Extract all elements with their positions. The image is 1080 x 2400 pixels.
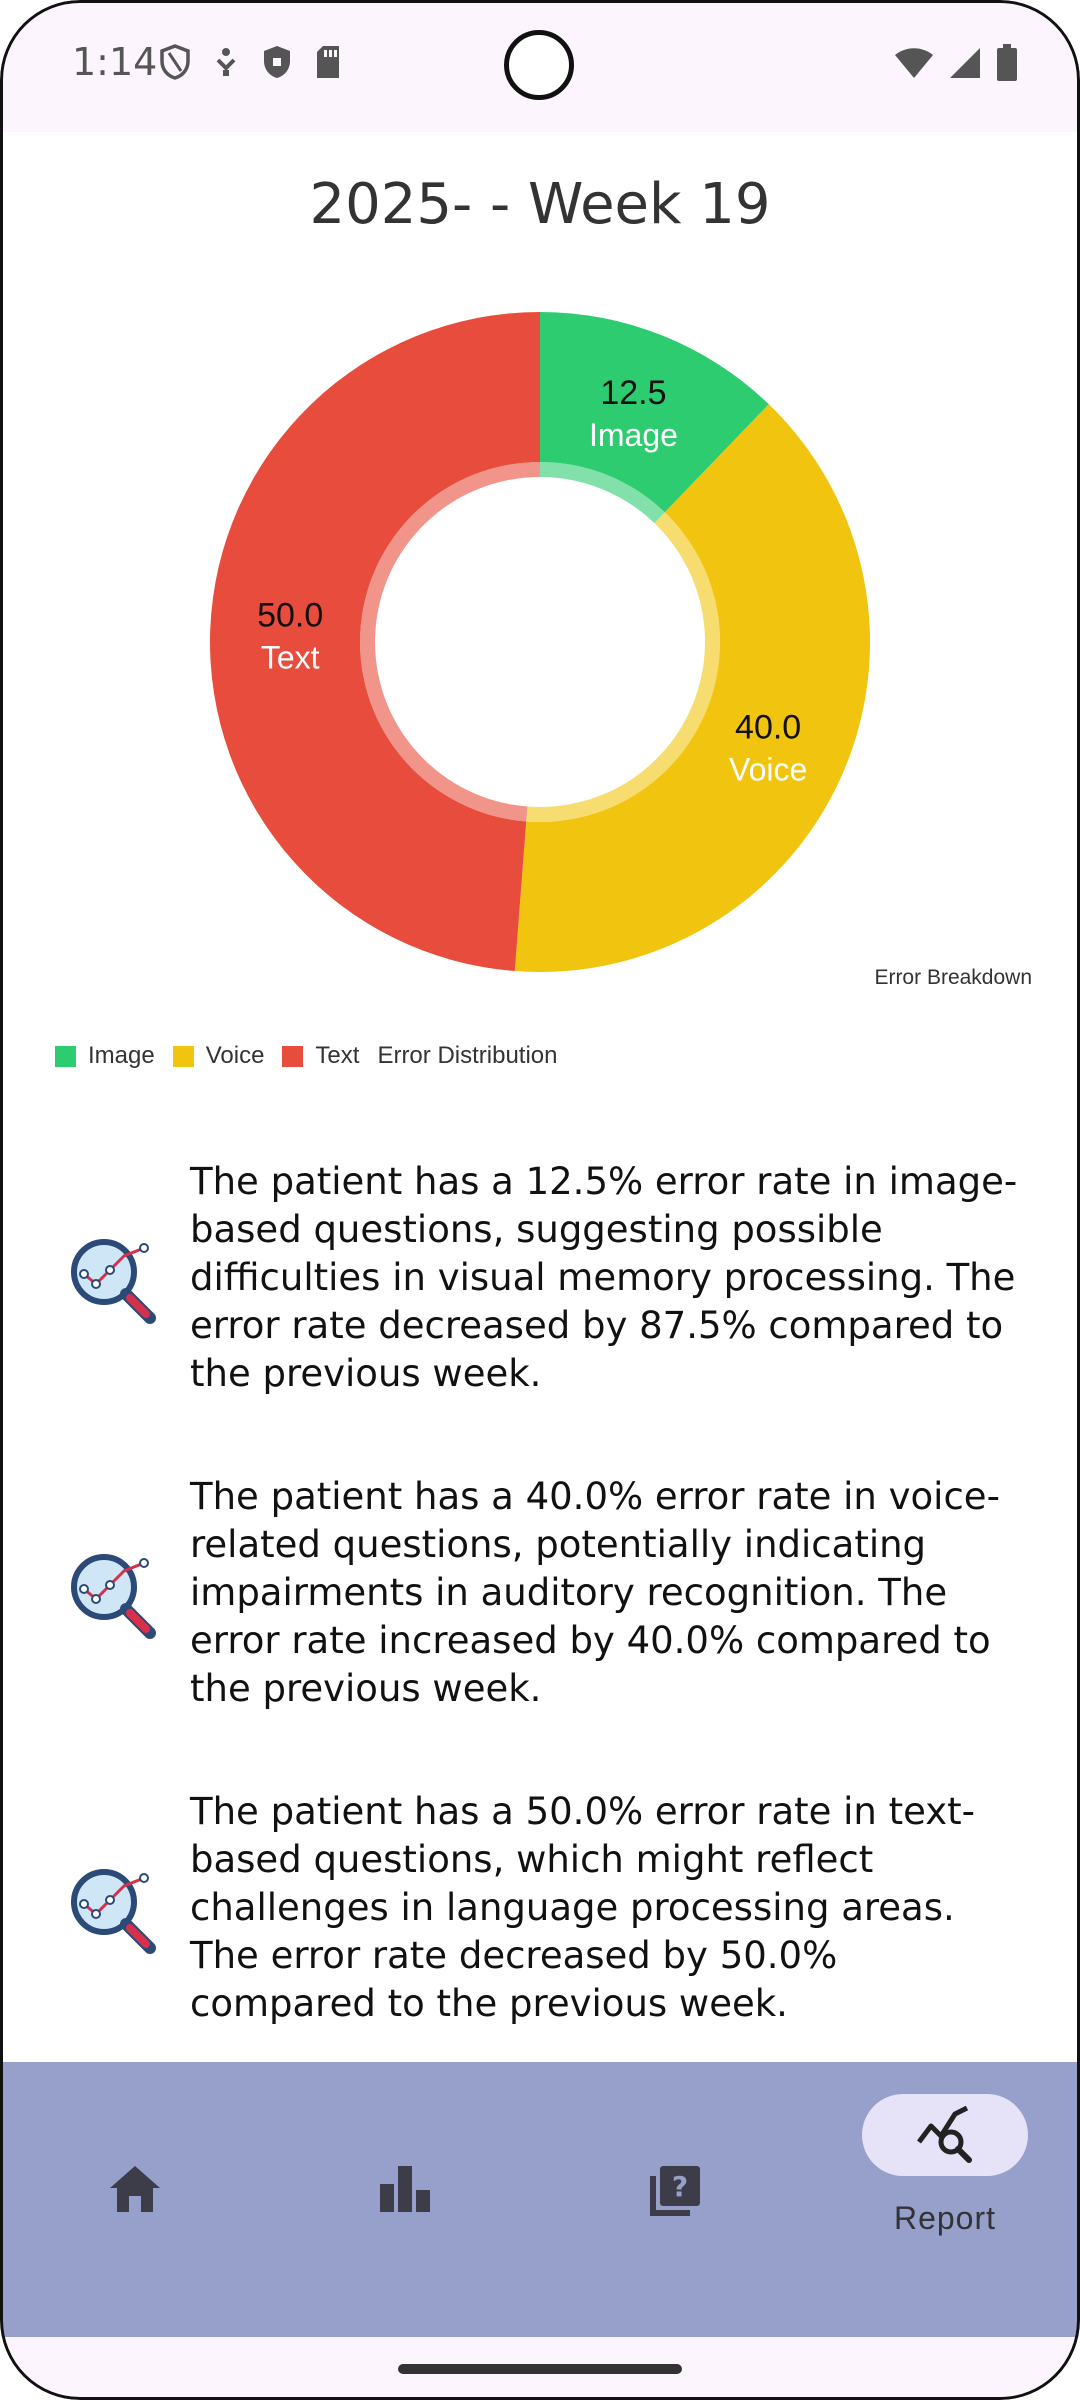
signal-icon: [950, 48, 980, 78]
status-bar: 1:14: [0, 0, 1080, 132]
data-label-category-text: Text: [261, 639, 320, 675]
legend-label-text: Text: [315, 1042, 360, 1069]
insight-voice: The patient has a 40.0% error rate in vo…: [66, 1473, 1026, 1713]
legend-item-voice: Voice: [172, 1042, 265, 1070]
vpn-key-icon: [216, 48, 236, 76]
bottom-navigation: ? Report: [0, 2062, 1080, 2337]
donut-inner-ring-voice: [526, 512, 720, 822]
legend-dataset-label: Error Distribution: [377, 1042, 558, 1069]
chart-description: Error Breakdown: [874, 966, 1032, 989]
svg-text:?: ?: [672, 2170, 688, 2203]
insight-text-voice: The patient has a 40.0% error rate in vo…: [190, 1475, 1000, 1710]
donut-slice-text[interactable]: [210, 311, 540, 972]
system-icons: [894, 44, 1018, 82]
legend-item-image: Image: [55, 1042, 155, 1070]
data-label-category-voice: Voice: [729, 751, 807, 787]
nav-label-report: Report: [893, 2200, 997, 2236]
nav-item-stats[interactable]: [270, 2062, 540, 2337]
quiz-icon: ?: [650, 2166, 700, 2216]
donut-slice-image[interactable]: [540, 312, 769, 513]
nav-item-home[interactable]: [0, 2062, 270, 2337]
front-camera: [504, 30, 574, 100]
wifi-icon: [895, 48, 933, 78]
data-label-value-voice: 40.0: [735, 708, 801, 746]
status-time: 1:14: [72, 40, 158, 84]
legend-item-text: Text: [282, 1042, 359, 1070]
insight-image: The patient has a 12.5% error rate in im…: [66, 1158, 1026, 1398]
nav-item-quiz[interactable]: ?: [540, 2062, 810, 2337]
legend-label-voice: Voice: [205, 1042, 265, 1069]
insight-text-type: The patient has a 50.0% error rate in te…: [66, 1788, 1026, 2028]
report-icon: [917, 2105, 972, 2163]
legend-swatch-image: [55, 1045, 76, 1067]
notification-icons: [160, 44, 342, 80]
sd-card-icon: [317, 46, 339, 78]
home-icon: [110, 2166, 160, 2212]
data-label-value-text: 50.0: [257, 596, 323, 634]
legend-swatch-text: [282, 1045, 304, 1067]
donut-inner-ring-image: [540, 462, 665, 524]
data-label-value-image: 12.5: [600, 374, 666, 412]
analysis-magnifier-icon: [71, 1554, 156, 1639]
battery-icon: [997, 44, 1017, 81]
insight-text-text: The patient has a 50.0% error rate in te…: [190, 1790, 976, 2025]
chart-legend: Image Voice Text Error Distribution: [55, 1042, 557, 1070]
error-donut-chart: 12.5 Image 40.0 Voice 50.0 Text: [210, 311, 870, 973]
legend-label-image: Image: [88, 1042, 155, 1069]
nav-item-report[interactable]: [810, 2062, 1080, 2337]
legend-swatch-voice: [172, 1045, 194, 1067]
gesture-handle[interactable]: [398, 2364, 682, 2374]
insight-text-image: The patient has a 12.5% error rate in im…: [190, 1160, 1018, 1395]
donut-slice-voice[interactable]: [514, 404, 870, 973]
data-label-category-image: Image: [589, 417, 678, 453]
analysis-magnifier-icon: [71, 1239, 156, 1324]
shield-filled-icon: [264, 46, 290, 78]
bar-chart-icon: [380, 2166, 430, 2212]
shield-outline-icon: [160, 44, 190, 80]
analysis-magnifier-icon: [71, 1869, 156, 1954]
page-title: 2025- - Week 19: [309, 172, 771, 237]
